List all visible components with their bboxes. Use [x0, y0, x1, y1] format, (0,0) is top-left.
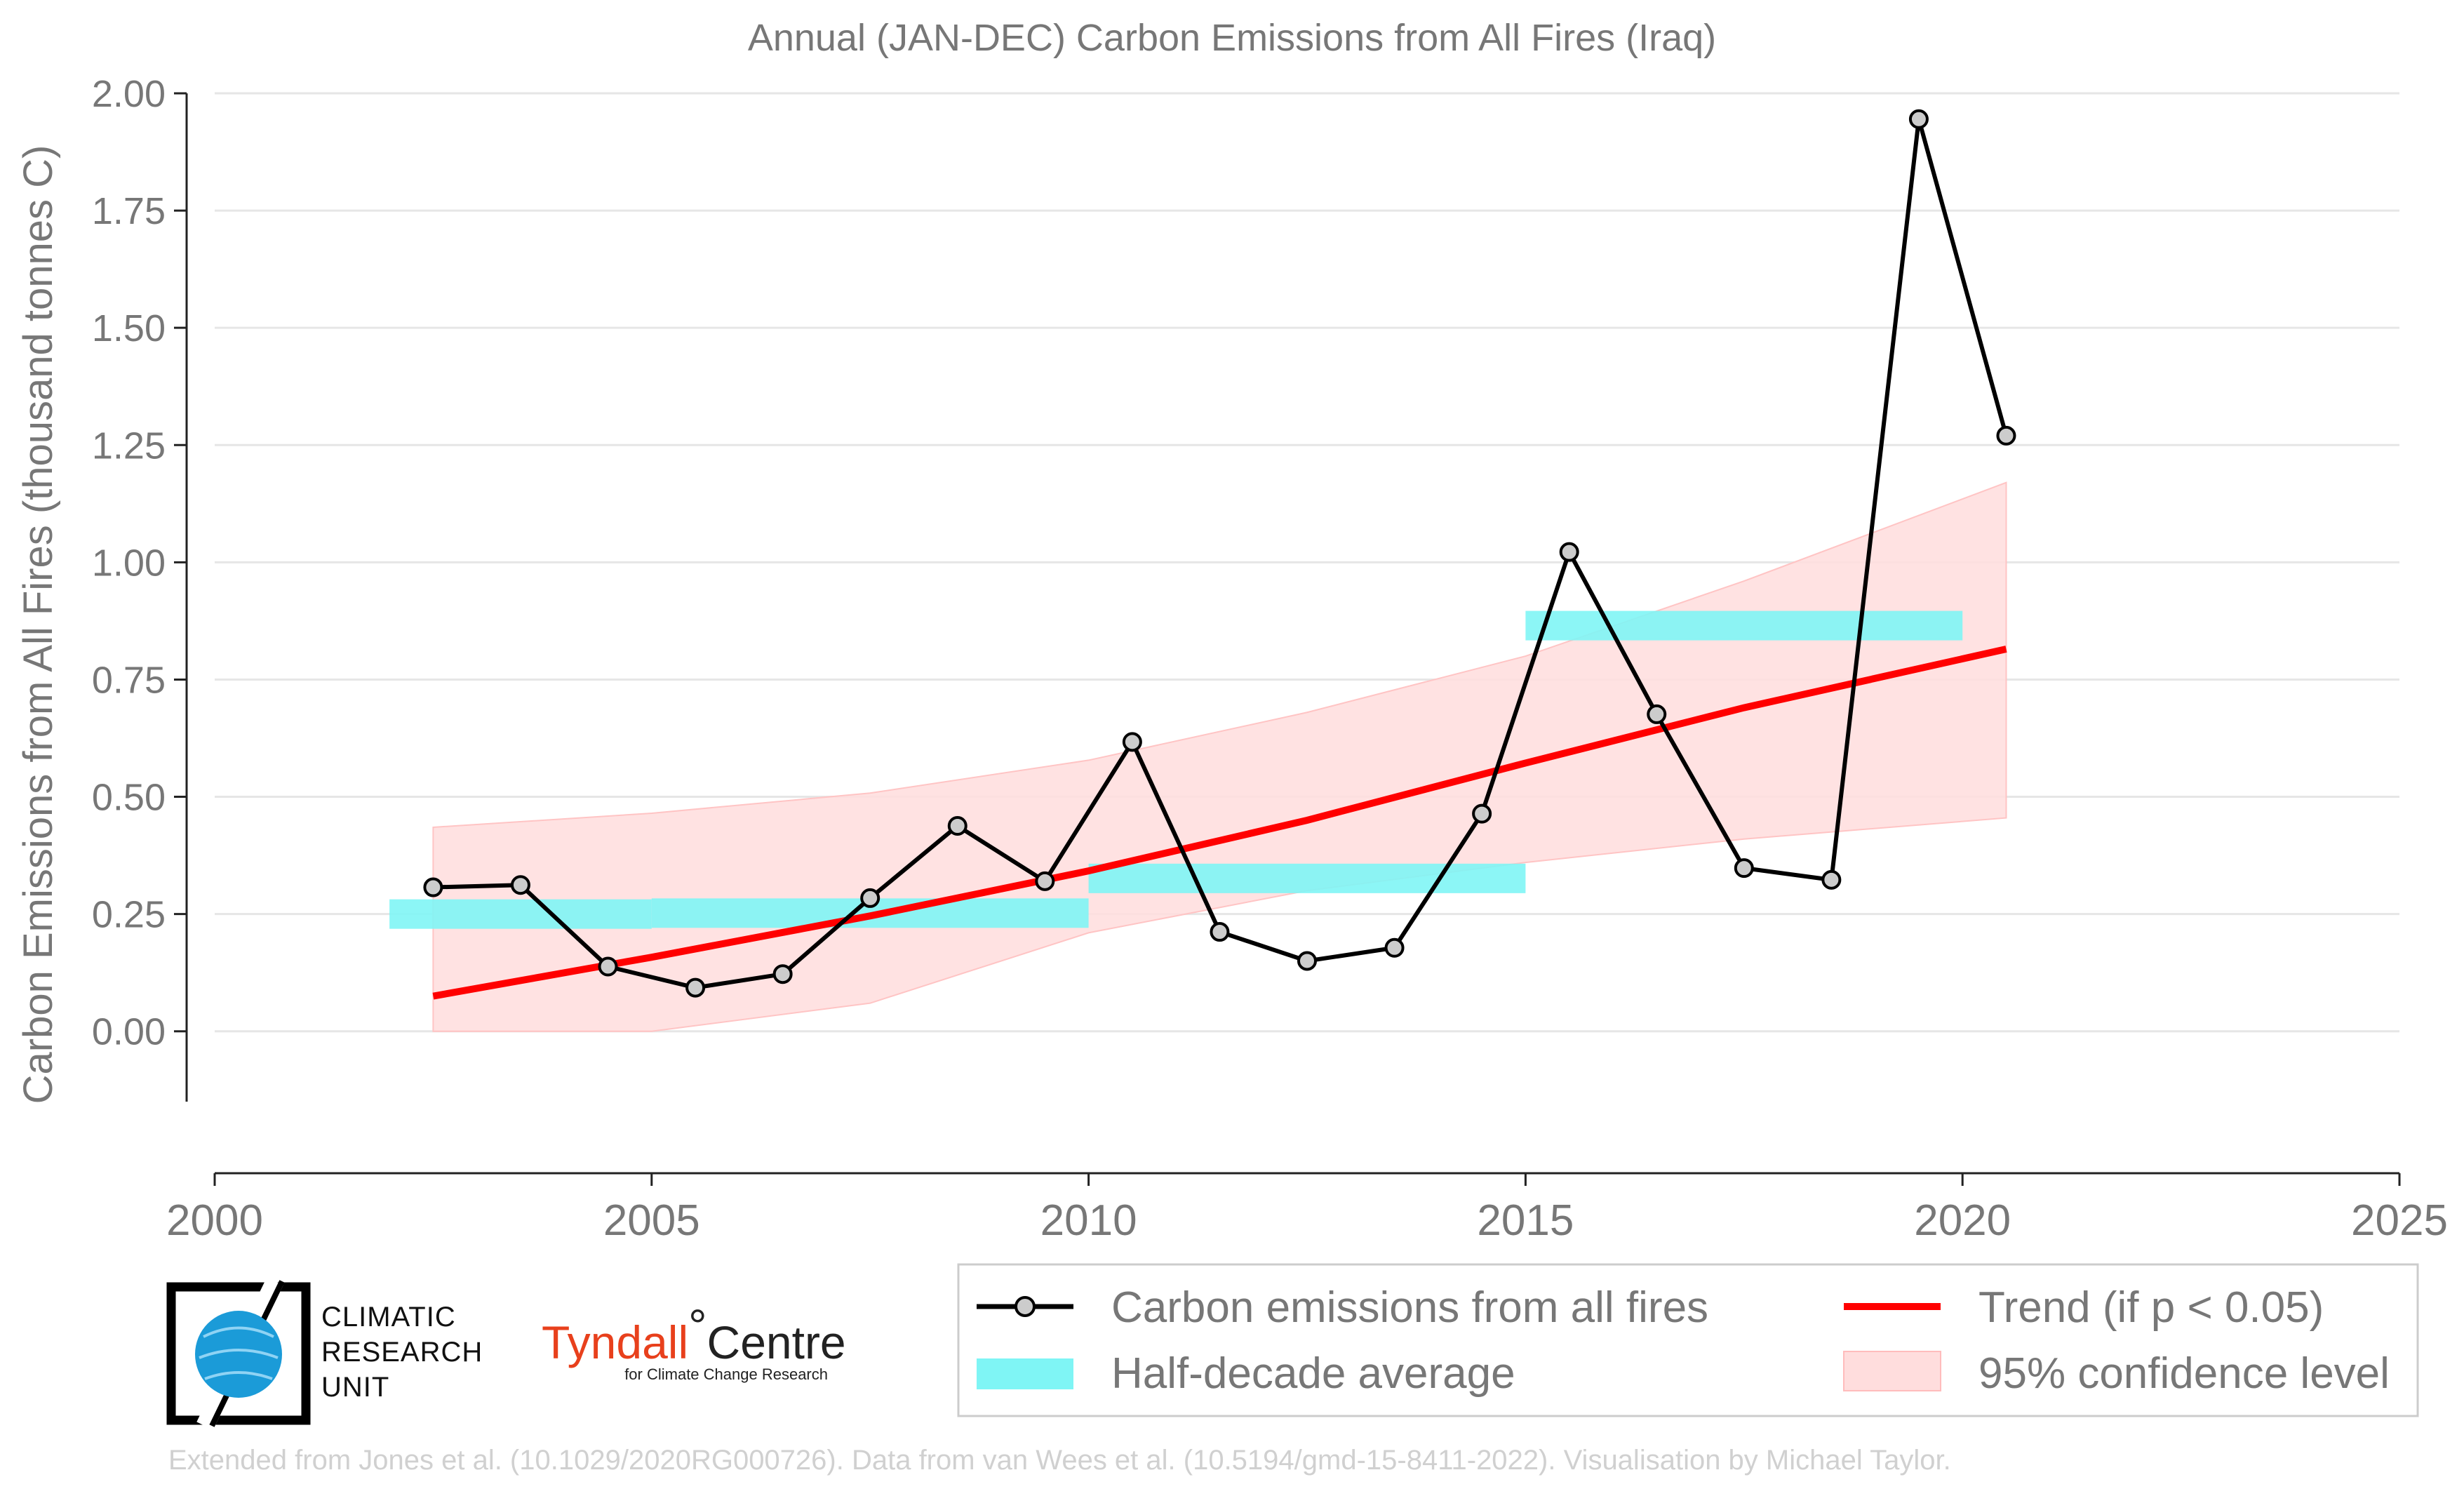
y-ticks: 0.00 0.25 0.50 0.75 1.00 1.25 1.50 1.75 2.00: [92, 73, 187, 1053]
data-point: [1647, 704, 1667, 724]
tyndall-subtitle: for Climate Change Research: [624, 1365, 828, 1383]
data-point: [772, 964, 793, 984]
tyndall-degree: °: [688, 1300, 707, 1351]
y-tick-label: 1.75: [92, 190, 166, 232]
tyndall-centre: Centre: [707, 1316, 846, 1368]
confidence-band: [432, 481, 2007, 1032]
data-point: [1559, 542, 1579, 562]
data-point: [1821, 869, 1842, 890]
y-axis-label: Carbon Emissions from All Fires (thousan…: [15, 145, 61, 1104]
data-point: [423, 877, 443, 897]
legend-label-trend: Trend (if p < 0.05): [1978, 1283, 2324, 1332]
globe-lines-icon: [199, 1326, 279, 1380]
data-point: [510, 875, 530, 895]
half-decade-bars: [389, 610, 1963, 929]
data-point: [685, 977, 706, 998]
data-point: [1996, 425, 2016, 446]
cru-frame: [166, 1282, 311, 1425]
legend-confidence-icon: [1843, 1351, 1941, 1391]
x-tick-label: 2020: [1914, 1196, 2011, 1245]
legend-label-confidence: 95% confidence level: [1978, 1349, 2390, 1398]
half-decade-bar: [389, 899, 652, 929]
data-point: [1734, 858, 1754, 879]
x-ticks: 2000 2005 2010 2015 2020 2025: [166, 1173, 2448, 1245]
data-point: [1908, 109, 1929, 129]
legend-halfdecade-icon: [977, 1358, 1073, 1389]
trend-polyline: [432, 646, 2007, 1000]
y-tick-label: 0.25: [92, 894, 166, 936]
trend-line: [432, 646, 2007, 1000]
half-decade-bar: [1525, 610, 1963, 641]
x-tick-label: 2000: [166, 1196, 263, 1245]
data-point: [860, 888, 881, 908]
data-point: [1297, 951, 1317, 971]
y-tick-label: 1.00: [92, 542, 166, 584]
cru-text-1: CLIMATIC: [321, 1302, 456, 1333]
tyndall-logo: Tyndall°Centre for Climate Change Resear…: [542, 1300, 846, 1383]
y-tick-label: 0.00: [92, 1011, 166, 1053]
legend-label-emissions: Carbon emissions from all fires: [1111, 1283, 1708, 1332]
legend-marker-icon: [1015, 1296, 1036, 1317]
x-tick-label: 2015: [1477, 1196, 1574, 1245]
x-tick-label: 2005: [603, 1196, 700, 1245]
y-tick-label: 1.25: [92, 425, 166, 467]
y-tick-label: 2.00: [92, 73, 166, 115]
data-point: [1035, 871, 1055, 891]
data-point: [947, 815, 967, 836]
data-point: [1122, 732, 1142, 752]
x-tick-label: 2025: [2351, 1196, 2448, 1245]
tyndall-wordmark: Tyndall°Centre: [542, 1300, 846, 1368]
half-decade-bar: [1088, 863, 1526, 893]
emissions-series: [423, 109, 2016, 998]
cru-logo: CLIMATIC RESEARCH UNIT: [166, 1277, 483, 1430]
data-point: [1384, 937, 1405, 958]
credit-text: Extended from Jones et al. (10.1029/2020…: [168, 1445, 1951, 1476]
y-tick-label: 0.50: [92, 777, 166, 819]
legend: Carbon emissions from all fires Trend (i…: [957, 1263, 2419, 1417]
confidence-area: [432, 481, 2007, 1032]
cru-text-2: RESEARCH: [321, 1337, 483, 1368]
chart-title: Annual (JAN-DEC) Carbon Emissions from A…: [748, 17, 1716, 59]
legend-box: [957, 1263, 2419, 1417]
cru-text-3: UNIT: [321, 1372, 389, 1403]
y-tick-label: 1.50: [92, 307, 166, 349]
tyndall-main: Tyndall: [542, 1316, 688, 1368]
x-tick-label: 2010: [1040, 1196, 1137, 1245]
data-point: [1210, 922, 1230, 942]
legend-label-halfdecade: Half-decade average: [1111, 1349, 1515, 1398]
data-point: [598, 956, 618, 977]
data-point: [1472, 803, 1492, 824]
y-tick-label: 0.75: [92, 659, 166, 701]
